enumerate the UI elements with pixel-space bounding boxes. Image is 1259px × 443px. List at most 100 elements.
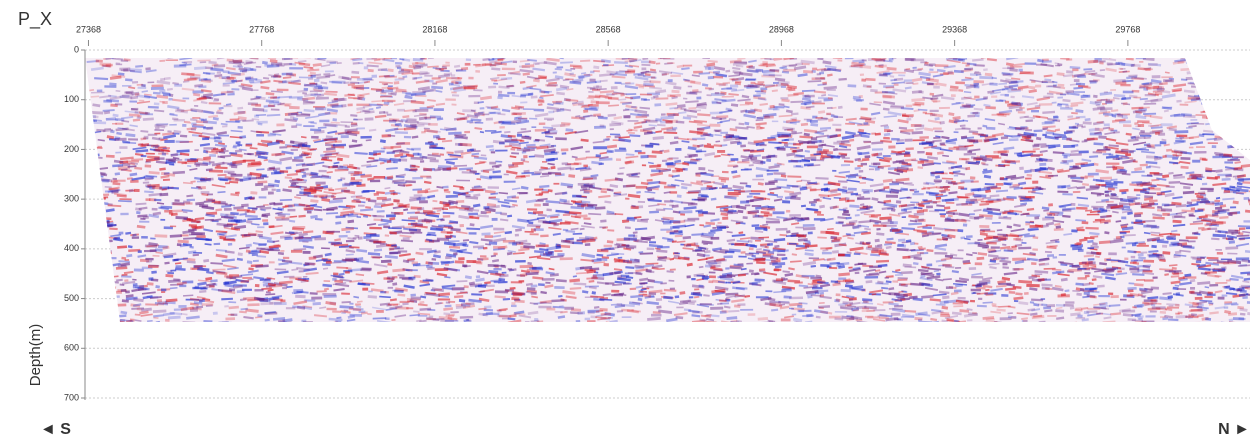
texture-dash — [861, 163, 867, 166]
texture-dash — [1239, 227, 1245, 230]
texture-dash — [866, 280, 873, 283]
texture-dash — [256, 134, 264, 136]
texture-dash — [488, 186, 499, 189]
texture-dash — [1222, 294, 1228, 296]
texture-dash — [1150, 172, 1160, 175]
texture-dash — [670, 191, 678, 193]
texture-dash — [914, 125, 924, 127]
texture-dash — [590, 71, 594, 73]
texture-dash — [182, 124, 186, 127]
texture-dash — [1134, 122, 1138, 125]
texture-dash — [534, 109, 545, 112]
texture-dash — [1012, 268, 1019, 271]
texture-dash — [231, 313, 238, 315]
texture-dash — [687, 275, 691, 278]
texture-dash — [131, 108, 138, 111]
texture-dash — [191, 128, 196, 130]
texture-dash — [362, 288, 368, 291]
texture-dash — [1093, 95, 1098, 98]
texture-dash — [159, 193, 168, 196]
texture-dash — [218, 135, 229, 137]
texture-dash — [890, 106, 904, 109]
texture-dash — [152, 208, 158, 211]
texture-dash — [1192, 160, 1200, 163]
texture-dash — [992, 157, 1001, 160]
texture-dash — [1169, 181, 1181, 184]
texture-dash — [860, 108, 867, 111]
texture-dash — [795, 227, 803, 229]
texture-dash — [455, 260, 464, 263]
texture-dash — [139, 100, 144, 102]
texture-dash — [906, 147, 914, 150]
texture-dash — [1035, 273, 1043, 275]
texture-dash — [792, 314, 796, 316]
texture-dash — [1039, 103, 1052, 106]
texture-dash — [316, 97, 329, 100]
texture-dash — [904, 82, 913, 84]
texture-dash — [842, 191, 847, 194]
texture-dash — [1161, 208, 1172, 211]
texture-dash — [343, 164, 348, 166]
texture-dash — [888, 145, 895, 148]
texture-dash — [225, 317, 235, 320]
texture-dash — [1082, 262, 1087, 264]
texture-dash — [316, 184, 320, 186]
texture-dash — [795, 62, 803, 65]
texture-dash — [284, 276, 295, 278]
texture-dash — [464, 285, 469, 288]
texture-dash — [495, 150, 507, 152]
texture-dash — [955, 267, 961, 269]
texture-dash — [545, 282, 550, 284]
texture-dash — [109, 83, 116, 86]
texture-dash — [958, 249, 964, 251]
texture-dash — [623, 115, 631, 118]
texture-dash — [784, 139, 789, 141]
texture-dash — [848, 267, 852, 269]
texture-dash — [180, 135, 187, 138]
texture-dash — [130, 180, 138, 183]
texture-dash — [169, 124, 177, 126]
texture-dash — [744, 150, 754, 152]
texture-dash — [125, 78, 133, 81]
texture-dash — [469, 232, 477, 234]
texture-dash — [1084, 272, 1090, 274]
texture-dash — [217, 72, 221, 74]
texture-dash — [547, 119, 552, 121]
texture-dash — [1178, 61, 1184, 64]
texture-dash — [973, 80, 984, 83]
texture-dash — [1020, 71, 1034, 74]
texture-dash — [1031, 262, 1036, 265]
texture-dash — [445, 305, 452, 308]
texture-dash — [761, 90, 767, 93]
texture-dash — [855, 272, 860, 274]
texture-dash — [148, 82, 155, 84]
texture-dash — [932, 100, 938, 103]
texture-dash — [166, 271, 172, 273]
texture-dash — [615, 149, 627, 152]
texture-dash — [319, 170, 327, 172]
texture-dash — [1188, 240, 1196, 242]
texture-dash — [985, 106, 996, 109]
texture-dash — [132, 81, 138, 84]
texture-dash — [135, 93, 140, 96]
texture-dash — [254, 289, 263, 291]
texture-dash — [465, 63, 470, 65]
texture-dash — [745, 204, 751, 206]
texture-dash — [450, 311, 458, 313]
texture-dash — [789, 243, 797, 245]
texture-dash — [307, 211, 312, 214]
texture-dash — [509, 206, 515, 208]
texture-dash — [812, 68, 817, 71]
texture-dash — [538, 283, 545, 286]
texture-dash — [788, 160, 801, 163]
texture-dash — [146, 153, 155, 155]
texture-dash — [489, 149, 494, 152]
texture-dash — [297, 179, 303, 181]
texture-dash — [1160, 141, 1167, 144]
texture-dash — [486, 118, 493, 121]
texture-dash — [638, 201, 645, 203]
texture-dash — [901, 284, 906, 286]
texture-dash — [485, 130, 497, 132]
texture-dash — [498, 91, 502, 94]
texture-dash — [504, 181, 516, 183]
